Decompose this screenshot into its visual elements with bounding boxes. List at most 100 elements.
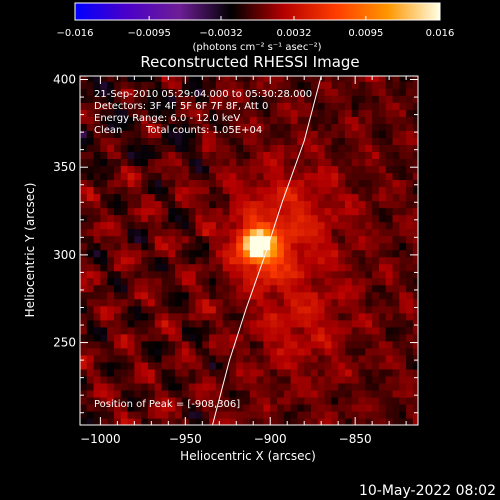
heatmap-cell xyxy=(93,263,101,272)
heatmap-cell xyxy=(372,186,380,195)
heatmap-cell xyxy=(209,354,217,363)
heatmap-cell xyxy=(229,326,237,335)
heatmap-cell xyxy=(392,214,400,223)
heatmap-cell xyxy=(80,410,88,419)
heatmap-cell xyxy=(175,130,183,138)
heatmap-cell xyxy=(222,396,231,405)
heatmap-cell xyxy=(107,263,115,272)
heatmap-cell xyxy=(243,249,251,258)
heatmap-cell xyxy=(100,263,108,272)
heatmap-cell xyxy=(202,207,210,216)
heatmap-cell xyxy=(120,172,129,181)
heatmap-cell xyxy=(113,144,122,153)
heatmap-cell xyxy=(365,242,373,251)
heatmap-cell xyxy=(412,158,418,167)
heatmap-cell xyxy=(209,340,217,349)
heatmap-cell xyxy=(304,319,312,328)
heatmap-cell xyxy=(236,200,244,209)
heatmap-cell xyxy=(195,109,203,117)
heatmap-cell xyxy=(317,298,326,307)
heatmap-cell xyxy=(236,340,244,349)
heatmap-cell xyxy=(86,193,95,202)
heatmap-cell xyxy=(270,235,278,244)
heatmap-cell xyxy=(93,235,101,244)
heatmap-cell xyxy=(222,249,231,258)
heatmap-cell xyxy=(331,333,339,342)
heatmap-cell xyxy=(243,207,251,216)
heatmap-cell xyxy=(202,158,210,167)
heatmap-cell xyxy=(304,235,312,244)
heatmap-cell xyxy=(188,277,197,286)
heatmap-cell xyxy=(331,277,339,286)
solar-limb-line xyxy=(212,76,322,425)
heatmap-cell xyxy=(188,354,197,363)
heatmap-cell xyxy=(263,305,271,314)
heatmap-cell xyxy=(113,130,122,138)
heatmap-cell xyxy=(331,284,339,293)
heatmap-cell xyxy=(399,361,407,370)
heatmap-cell xyxy=(134,109,142,117)
heatmap-cell xyxy=(406,200,414,209)
heatmap-cell xyxy=(168,207,176,216)
heatmap-cell xyxy=(365,102,373,110)
heatmap-cell xyxy=(168,235,176,244)
heatmap-cell xyxy=(412,277,418,286)
heatmap-cell xyxy=(147,228,156,237)
heatmap-cell xyxy=(338,88,346,96)
heatmap-cell xyxy=(134,242,142,251)
heatmap-cell xyxy=(317,277,326,286)
heatmap-cell xyxy=(365,88,373,96)
heatmap-cell xyxy=(127,396,135,405)
heatmap-cell xyxy=(331,207,339,216)
heatmap-cell xyxy=(270,326,278,335)
heatmap-cell xyxy=(372,319,380,328)
heatmap-cell xyxy=(372,158,380,167)
heatmap-cell xyxy=(283,151,292,160)
heatmap-cell xyxy=(175,123,183,131)
heatmap-cell xyxy=(181,403,190,412)
heatmap-cell xyxy=(249,333,258,342)
heatmap-cell xyxy=(270,256,278,265)
heatmap-cell xyxy=(399,410,407,419)
heatmap-cell xyxy=(141,242,149,251)
heatmap-cell xyxy=(372,403,380,412)
heatmap-cell xyxy=(229,284,237,293)
heatmap-cell xyxy=(365,319,373,328)
heatmap-cell xyxy=(351,333,360,342)
heatmap-cell xyxy=(372,347,380,356)
heatmap-cell xyxy=(351,270,360,279)
heatmap-cell xyxy=(399,368,407,377)
heatmap-cell xyxy=(406,179,414,188)
heatmap-cell xyxy=(378,242,387,251)
heatmap-cell xyxy=(120,277,129,286)
heatmap-cell xyxy=(399,200,407,209)
heatmap-cell xyxy=(406,305,414,314)
heatmap-cell xyxy=(385,256,394,265)
heatmap-cell xyxy=(256,172,265,181)
heatmap-cell xyxy=(188,333,197,342)
heatmap-cell xyxy=(195,284,203,293)
heatmap-cell xyxy=(215,88,224,96)
heatmap-cell xyxy=(412,186,418,195)
heatmap-cell xyxy=(392,102,400,110)
heatmap-cell xyxy=(385,361,394,370)
heatmap-cell xyxy=(209,396,217,405)
heatmap-cell xyxy=(113,403,122,412)
heatmap-cell xyxy=(209,214,217,223)
heatmap-cell xyxy=(378,123,387,131)
heatmap-cell xyxy=(344,368,353,377)
heatmap-cell xyxy=(195,235,203,244)
heatmap-cell xyxy=(263,207,271,216)
heatmap-cell xyxy=(406,270,414,279)
heatmap-cell xyxy=(372,235,380,244)
heatmap-cell xyxy=(93,326,101,335)
heatmap-cell xyxy=(202,347,210,356)
heatmap-cell xyxy=(406,263,414,272)
heatmap-cell xyxy=(202,172,210,181)
heatmap-cell xyxy=(399,298,407,307)
heatmap-cell xyxy=(256,193,265,202)
heatmap-cell xyxy=(134,95,142,103)
heatmap-cell xyxy=(229,165,237,174)
heatmap-cell xyxy=(324,207,332,216)
heatmap-cell xyxy=(297,284,305,293)
